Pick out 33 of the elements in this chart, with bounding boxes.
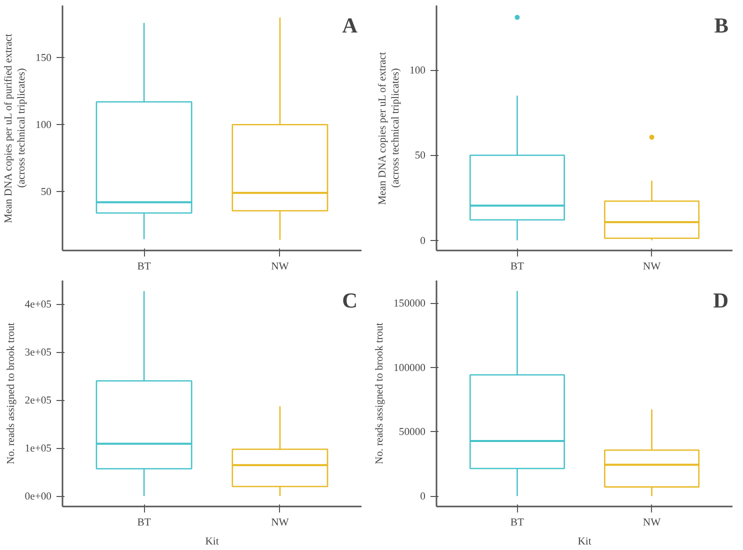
y-tick-label: 100000 xyxy=(394,362,426,374)
x-tick-label: NW xyxy=(642,518,662,528)
y-tick-label: 1e+05 xyxy=(24,444,52,455)
y-tick-label: 100 xyxy=(410,66,426,77)
x-tick-label: NW xyxy=(271,262,290,272)
annotation: B xyxy=(714,14,729,38)
x-tick-label: BT xyxy=(137,262,152,272)
y-axis-title: Mean DNA copies per uL of purified extract (across technical triplicates) xyxy=(3,34,28,224)
y-tick-label: 100 xyxy=(36,120,52,132)
x-tick-label: BT xyxy=(510,518,525,528)
x-tick-label: NW xyxy=(271,518,290,528)
y-tick-label: 0 xyxy=(420,236,426,247)
x-axis-title: Kit xyxy=(205,536,219,548)
y-tick-label: 50000 xyxy=(398,427,426,438)
annotation: A xyxy=(342,14,358,38)
x-tick-label: NW xyxy=(642,262,662,272)
y-axis-title: No. reads assigned to brook trout xyxy=(374,322,386,464)
x-tick-label: BT xyxy=(510,262,525,272)
y-tick-label: 2e+05 xyxy=(24,396,52,407)
y-tick-label: 0e+00 xyxy=(24,492,52,503)
y-tick-label: 3e+05 xyxy=(24,348,52,359)
y-tick-label: 0 xyxy=(420,492,426,503)
y-tick-label: 150 xyxy=(36,53,52,64)
annotation: C xyxy=(342,288,358,312)
y-tick-label: 50 xyxy=(414,150,426,162)
x-tick-label: BT xyxy=(137,518,152,528)
y-tick-label: 4e+05 xyxy=(24,300,52,311)
x-axis-title: Kit xyxy=(578,536,592,548)
y-axis-title: Mean DNA copies per uL of extract (across technical triplicates) xyxy=(377,52,402,205)
annotation: D xyxy=(713,288,729,312)
y-axis-title: No. reads assigned to brook trout xyxy=(6,322,17,464)
y-tick-label: 50 xyxy=(40,187,52,198)
y-tick-label: 150000 xyxy=(394,298,426,310)
